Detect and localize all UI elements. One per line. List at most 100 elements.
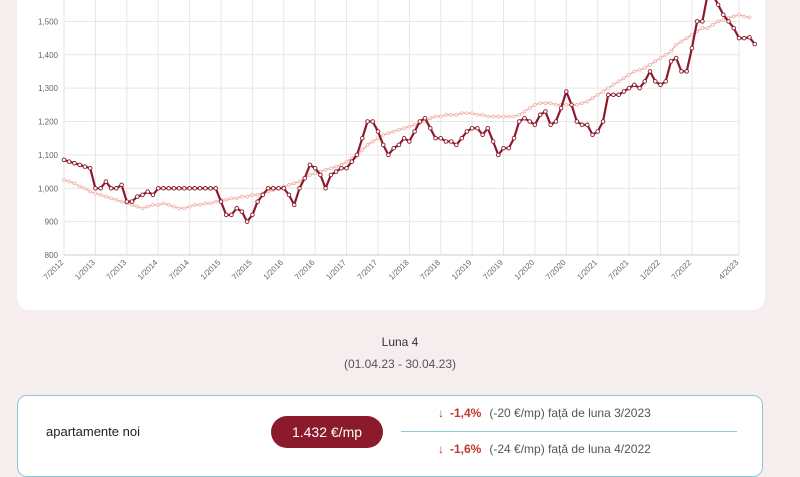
series-main-point — [203, 186, 208, 191]
series-trend-point — [203, 201, 208, 206]
series-main-point — [391, 145, 396, 151]
x-tick-label: 1/2019 — [450, 258, 474, 282]
x-tick-label: 7/2016 — [293, 258, 317, 282]
series-main-point — [103, 179, 109, 184]
series-trend-point — [83, 186, 87, 191]
row-label: apartamente noi — [46, 424, 140, 439]
series-main-point — [516, 119, 522, 124]
series-main-point — [653, 79, 658, 84]
series-main-point — [689, 45, 695, 51]
series-main-point — [694, 19, 700, 24]
series-trend-point — [485, 114, 490, 119]
series-trend-point — [255, 193, 260, 197]
y-tick-label: 1,300 — [38, 84, 59, 93]
series-trend-point — [454, 112, 459, 117]
x-tick-label: 1/2015 — [199, 258, 223, 282]
series-trend-point — [104, 194, 108, 199]
series-main-point — [736, 35, 742, 41]
series-main-point — [218, 199, 224, 204]
series-trend-point — [554, 102, 558, 107]
series-main-point — [291, 202, 297, 208]
y-tick-label: 1,200 — [38, 118, 59, 127]
series-trend-point — [747, 15, 752, 20]
series-main-point — [61, 157, 67, 163]
series-main-point — [558, 105, 564, 111]
series-trend-point — [658, 56, 663, 60]
series-main-point — [600, 119, 606, 124]
series-trend-point — [145, 204, 150, 209]
series-trend-point — [287, 183, 291, 187]
series-trend-point — [679, 39, 684, 44]
series-trend-point — [737, 12, 741, 17]
x-tick-label: 1/2020 — [513, 258, 537, 282]
series-main-point — [443, 139, 449, 144]
series-main-point — [281, 186, 287, 191]
series-main-point — [344, 165, 349, 171]
arrow-down-icon: ↓ — [438, 442, 444, 456]
series-main-point — [605, 92, 611, 98]
series-main-point — [564, 89, 569, 94]
series-trend-point — [344, 159, 349, 164]
series-main-point — [66, 159, 72, 164]
series-main-point — [715, 2, 721, 7]
x-tick-label: 1/2016 — [262, 258, 286, 282]
series-trend-point — [574, 102, 579, 107]
series-main-point — [271, 186, 276, 191]
series-trend-point — [88, 189, 93, 194]
series-main-point — [428, 125, 433, 131]
x-tick-label: 7/2013 — [105, 258, 129, 282]
series-trend-point — [250, 193, 255, 197]
series-main-point — [747, 35, 752, 40]
series-main-point — [187, 186, 192, 191]
series-main-point — [192, 186, 198, 191]
series-trend-point — [135, 204, 140, 209]
series-main-point — [464, 129, 470, 134]
change-month: ↓ -1,4% (-20 €/mp) față de luna 3/2023 — [438, 406, 651, 420]
series-trend-point — [391, 129, 396, 134]
series-main-point — [318, 172, 323, 178]
series-trend-point — [240, 194, 244, 199]
series-trend-point — [564, 102, 569, 107]
series-main-point — [506, 145, 512, 151]
series-main-point — [255, 199, 260, 204]
series-trend-point — [674, 42, 679, 47]
series-main-point — [522, 115, 527, 121]
series-main-point — [621, 89, 627, 94]
y-tick-label: 1,500 — [38, 17, 59, 26]
series-main-point — [663, 79, 668, 84]
series-trend-point — [224, 198, 229, 202]
series-main-point — [77, 162, 82, 168]
series-trend-point — [527, 106, 532, 110]
series-trend-point — [229, 196, 234, 201]
series-main-point — [480, 132, 485, 138]
series-main-point — [124, 199, 130, 204]
series-main-point — [668, 59, 674, 64]
series-trend-point — [690, 32, 694, 37]
series-main-point — [176, 186, 182, 191]
series-trend-point — [627, 72, 631, 77]
series-trend-point — [187, 204, 192, 209]
series-main-point — [407, 139, 412, 144]
series-main-point — [647, 69, 653, 74]
series-trend-point — [517, 112, 522, 117]
change-percent: -1,4% — [450, 406, 482, 420]
series-trend-point — [721, 17, 726, 22]
series-main-point — [72, 160, 77, 166]
series-trend-point — [130, 203, 134, 207]
series-trend-point — [166, 203, 171, 207]
series-trend-point — [339, 163, 344, 167]
series-trend-point — [370, 139, 375, 144]
series-main-point — [135, 194, 140, 199]
arrow-down-icon: ↓ — [438, 406, 444, 420]
series-main-point — [595, 129, 600, 134]
y-tick-label: 1,000 — [38, 184, 59, 193]
series-main-point — [553, 119, 559, 124]
series-main-point — [297, 186, 302, 191]
series-main-point — [548, 122, 553, 128]
series-trend-point — [292, 181, 297, 186]
y-tick-label: 800 — [45, 251, 59, 260]
series-trend-point — [98, 193, 103, 197]
series-main-point — [684, 69, 689, 74]
series-main-point — [302, 175, 307, 181]
change-text: (-20 €/mp) față de luna 3/2023 — [489, 406, 651, 420]
